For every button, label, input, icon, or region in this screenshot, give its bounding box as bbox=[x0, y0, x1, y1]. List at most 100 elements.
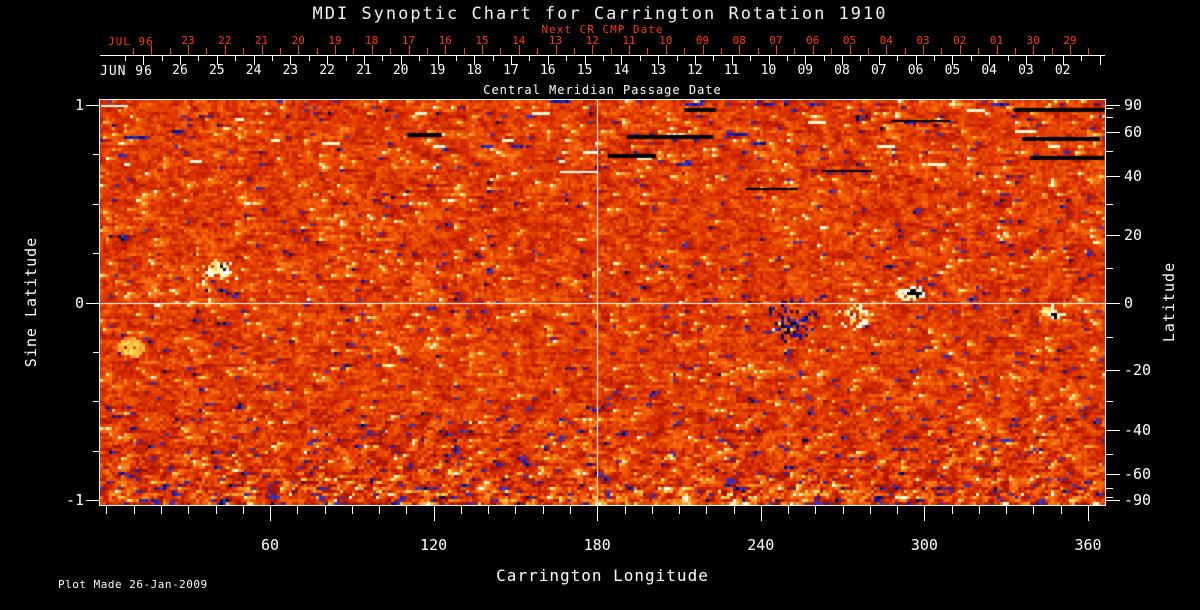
cmp-day-label-white: 20 bbox=[392, 63, 409, 78]
cmp-day-label-red: 08 bbox=[732, 34, 746, 47]
cmp-minor-tick-white bbox=[271, 56, 273, 61]
longitude-minor-tick bbox=[1060, 506, 1062, 514]
cmp-major-tick-red bbox=[188, 45, 189, 55]
cmp-major-tick-white bbox=[363, 56, 365, 65]
chart-title: MDI Synoptic Chart for Carrington Rotati… bbox=[312, 4, 888, 24]
cmp-minor-tick-white bbox=[124, 56, 126, 61]
cmp-day-label-white: 19 bbox=[429, 63, 446, 78]
cmp-minor-tick-white bbox=[1044, 56, 1046, 61]
cmp-minor-tick-red bbox=[537, 48, 539, 55]
cmp-day-label-white: 07 bbox=[870, 63, 887, 78]
cmp-day-label-red: 13 bbox=[548, 34, 563, 47]
cmp-day-label-white: 09 bbox=[797, 63, 814, 78]
cmp-day-label-red: 16 bbox=[438, 34, 452, 47]
cmp-day-label-red: 23 bbox=[181, 34, 195, 47]
latitude-minor-tick bbox=[1106, 336, 1113, 338]
cmp-major-tick-red bbox=[996, 45, 998, 55]
longitude-minor-tick bbox=[379, 506, 381, 514]
sine-latitude-major-tick bbox=[86, 105, 100, 106]
cmp-day-label-red: 03 bbox=[916, 34, 930, 47]
cmp-major-tick-red bbox=[592, 45, 594, 55]
latitude-tick-label: -40 bbox=[1124, 420, 1152, 439]
cmp-minor-tick-red bbox=[1014, 48, 1016, 55]
cmp-major-tick-red bbox=[408, 45, 410, 55]
cmp-major-tick-white bbox=[878, 56, 880, 65]
cmp-major-tick-red bbox=[335, 45, 336, 55]
latitude-major-tick bbox=[1106, 370, 1120, 371]
cmp-major-tick-white bbox=[952, 56, 954, 65]
latitude-tick-label: 60 bbox=[1124, 122, 1143, 141]
cmp-major-tick-red bbox=[1070, 45, 1071, 55]
cmp-day-label-white: 05 bbox=[944, 63, 961, 78]
latitude-major-tick bbox=[1106, 429, 1120, 431]
longitude-minor-tick bbox=[624, 506, 626, 514]
cmp-minor-tick-white bbox=[198, 56, 200, 61]
cmp-minor-tick-white bbox=[823, 56, 825, 61]
latitude-major-tick bbox=[1106, 473, 1120, 475]
longitude-minor-tick bbox=[160, 506, 162, 514]
cmp-day-label-white: 10 bbox=[760, 63, 777, 78]
cmp-major-tick-red bbox=[261, 45, 263, 55]
latitude-minor-tick bbox=[1106, 497, 1113, 498]
cmp-major-tick-white bbox=[547, 56, 549, 65]
cmp-minor-tick-white bbox=[345, 56, 347, 61]
longitude-minor-tick bbox=[133, 506, 135, 514]
cmp-minor-tick-red bbox=[794, 48, 796, 55]
cmp-day-label-red: 19 bbox=[328, 34, 342, 47]
cmp-day-label-red: 12 bbox=[585, 34, 599, 47]
latitude-major-tick bbox=[1106, 500, 1120, 501]
cmp-day-label-white: 12 bbox=[687, 63, 703, 78]
cmp-major-tick-white bbox=[584, 56, 586, 65]
cmp-day-label-white: 06 bbox=[907, 63, 924, 78]
cmp-day-label-white: 15 bbox=[576, 63, 593, 78]
cmp-day-label-red: 15 bbox=[475, 34, 489, 47]
longitude-minor-tick bbox=[215, 506, 217, 514]
cmp-minor-tick-red bbox=[500, 48, 502, 55]
cmp-major-tick-red bbox=[518, 45, 520, 55]
cmp-minor-tick-red bbox=[867, 48, 869, 55]
cmp-major-tick-red bbox=[482, 45, 483, 55]
cmp-major-tick-red bbox=[224, 45, 226, 55]
longitude-major-tick bbox=[760, 506, 762, 521]
cmp-major-tick-white bbox=[253, 56, 255, 65]
plot-made-label: Plot Made 26-Jan-2009 bbox=[58, 578, 208, 591]
cmp-minor-tick-white bbox=[1081, 56, 1083, 61]
cmp-minor-tick-white bbox=[603, 56, 604, 61]
cmp-day-label-red: 30 bbox=[1026, 34, 1040, 47]
cmp-minor-tick-white bbox=[639, 56, 641, 61]
cmp-major-tick-red bbox=[739, 45, 741, 55]
cmp-major-tick-white bbox=[511, 56, 512, 65]
latitude-tick-label: -60 bbox=[1124, 464, 1152, 483]
cmp-day-label-white: 21 bbox=[356, 63, 372, 78]
cmp-day-label-white: 24 bbox=[245, 63, 262, 78]
cmp-major-tick-white bbox=[1062, 56, 1064, 65]
longitude-minor-tick bbox=[460, 506, 462, 514]
cmp-minor-tick-red bbox=[941, 48, 943, 55]
cmp-minor-tick-white bbox=[970, 56, 972, 61]
cmp-day-label-red: 14 bbox=[512, 34, 526, 47]
cmp-minor-tick-red bbox=[831, 48, 833, 55]
cmp-major-tick-red bbox=[665, 45, 667, 55]
longitude-minor-tick bbox=[651, 506, 653, 514]
latitude-tick-label: -20 bbox=[1124, 361, 1152, 379]
cmp-major-tick-red bbox=[923, 45, 924, 55]
latitude-major-tick bbox=[1106, 105, 1120, 106]
cmp-major-tick-white bbox=[1025, 56, 1027, 65]
cmp-minor-tick-white bbox=[676, 56, 678, 61]
latitude-minor-tick bbox=[1106, 401, 1113, 403]
cmp-day-label-red: 01 bbox=[989, 34, 1004, 47]
cmp-day-label-white: 22 bbox=[319, 63, 335, 78]
cmp-minor-tick-red bbox=[684, 48, 686, 55]
cmp-major-tick-white bbox=[805, 56, 807, 65]
cmp-day-label-white: 11 bbox=[723, 63, 740, 78]
longitude-minor-tick bbox=[951, 506, 953, 514]
longitude-minor-tick bbox=[542, 506, 544, 514]
cmp-major-tick-red bbox=[555, 45, 557, 55]
latitude-major-tick bbox=[1106, 131, 1120, 133]
cmp-minor-tick-white bbox=[161, 56, 163, 61]
cmp-major-tick-red bbox=[849, 45, 851, 55]
cmp-major-tick-red bbox=[812, 45, 814, 55]
cmp-major-tick-white bbox=[768, 56, 770, 65]
longitude-tick-label: 120 bbox=[420, 536, 448, 554]
